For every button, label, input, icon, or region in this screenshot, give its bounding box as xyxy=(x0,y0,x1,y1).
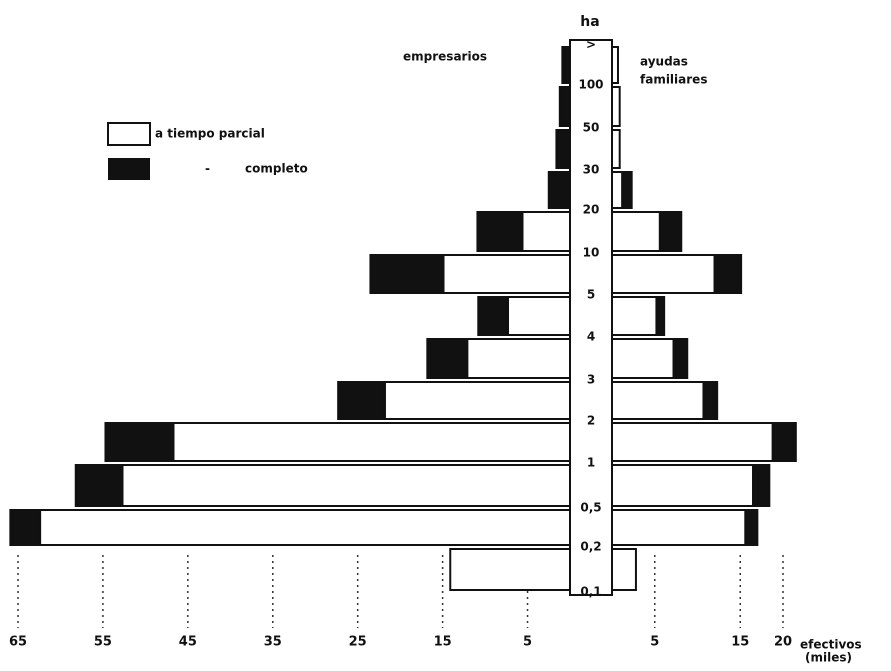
bar xyxy=(658,211,683,252)
bar xyxy=(547,171,571,209)
legend-ditto: - xyxy=(205,162,210,176)
bar xyxy=(611,509,747,546)
x-tick-label: 25 xyxy=(349,635,367,650)
size-label: 0,2 xyxy=(580,540,601,554)
bar xyxy=(611,86,621,127)
bar xyxy=(611,548,637,591)
bar xyxy=(702,381,719,420)
bar xyxy=(611,129,621,169)
bar xyxy=(611,338,675,379)
x-tick-label: 45 xyxy=(179,635,197,650)
size-label: 3 xyxy=(587,373,595,387)
bar xyxy=(611,254,716,294)
bar xyxy=(611,464,755,507)
bar xyxy=(558,86,571,127)
bar xyxy=(655,296,666,336)
size-label: 5 xyxy=(587,288,595,302)
bar xyxy=(771,422,797,462)
bar xyxy=(74,464,124,507)
bar xyxy=(672,338,689,379)
size-label: 2 xyxy=(587,414,595,428)
x-tick-label: 55 xyxy=(94,635,112,650)
bar xyxy=(611,381,705,420)
bar xyxy=(611,422,774,462)
bar xyxy=(172,422,571,462)
x-tick-label: 15 xyxy=(731,635,749,650)
size-label: 50 xyxy=(583,121,600,135)
x-tick-label: 20 xyxy=(774,635,792,650)
bar xyxy=(752,464,771,507)
legend-swatch xyxy=(108,158,150,180)
x-tick-label: 35 xyxy=(264,635,282,650)
bar xyxy=(744,509,759,546)
x-axis-label: (miles) xyxy=(805,651,852,665)
bar xyxy=(507,296,572,336)
right-title: familiares xyxy=(640,73,707,87)
size-label: 4 xyxy=(587,330,595,344)
left-title: empresarios xyxy=(403,50,487,64)
bar xyxy=(9,509,42,546)
legend-label: a tiempo parcial xyxy=(155,127,265,141)
bar xyxy=(621,171,633,209)
center-title: ha xyxy=(580,14,599,30)
legend-label: completo xyxy=(245,162,308,176)
bar xyxy=(449,548,571,591)
bar xyxy=(611,46,619,84)
bar xyxy=(121,464,571,507)
bar xyxy=(104,422,175,462)
x-tick-label: 5 xyxy=(523,635,532,650)
bar xyxy=(611,296,658,336)
right-title: ayudas xyxy=(640,55,688,69)
size-label: 1 xyxy=(587,456,595,470)
bar xyxy=(337,381,386,420)
size-label: > xyxy=(586,38,596,52)
size-label: 100 xyxy=(578,78,603,92)
bar xyxy=(466,338,571,379)
size-label: 30 xyxy=(583,163,600,177)
bar xyxy=(383,381,572,420)
bar xyxy=(442,254,572,294)
x-tick-label: 15 xyxy=(434,635,452,650)
bar xyxy=(426,338,469,379)
x-axis-label: efectivos xyxy=(800,638,862,652)
x-tick-label: 65 xyxy=(9,635,27,650)
legend-swatch xyxy=(107,122,151,146)
bar xyxy=(476,211,524,252)
bar xyxy=(713,254,743,294)
bar xyxy=(611,171,624,209)
size-label: 0,1 xyxy=(580,585,601,599)
size-label: 10 xyxy=(583,246,600,260)
bar xyxy=(611,211,661,252)
size-label: 20 xyxy=(583,203,600,217)
x-tick-label: 5 xyxy=(650,635,659,650)
bar xyxy=(555,129,571,169)
bar xyxy=(561,46,572,84)
bar xyxy=(477,296,510,336)
bar xyxy=(521,211,571,252)
bar xyxy=(369,254,445,294)
bar xyxy=(39,509,571,546)
size-label: 0,5 xyxy=(580,501,601,515)
